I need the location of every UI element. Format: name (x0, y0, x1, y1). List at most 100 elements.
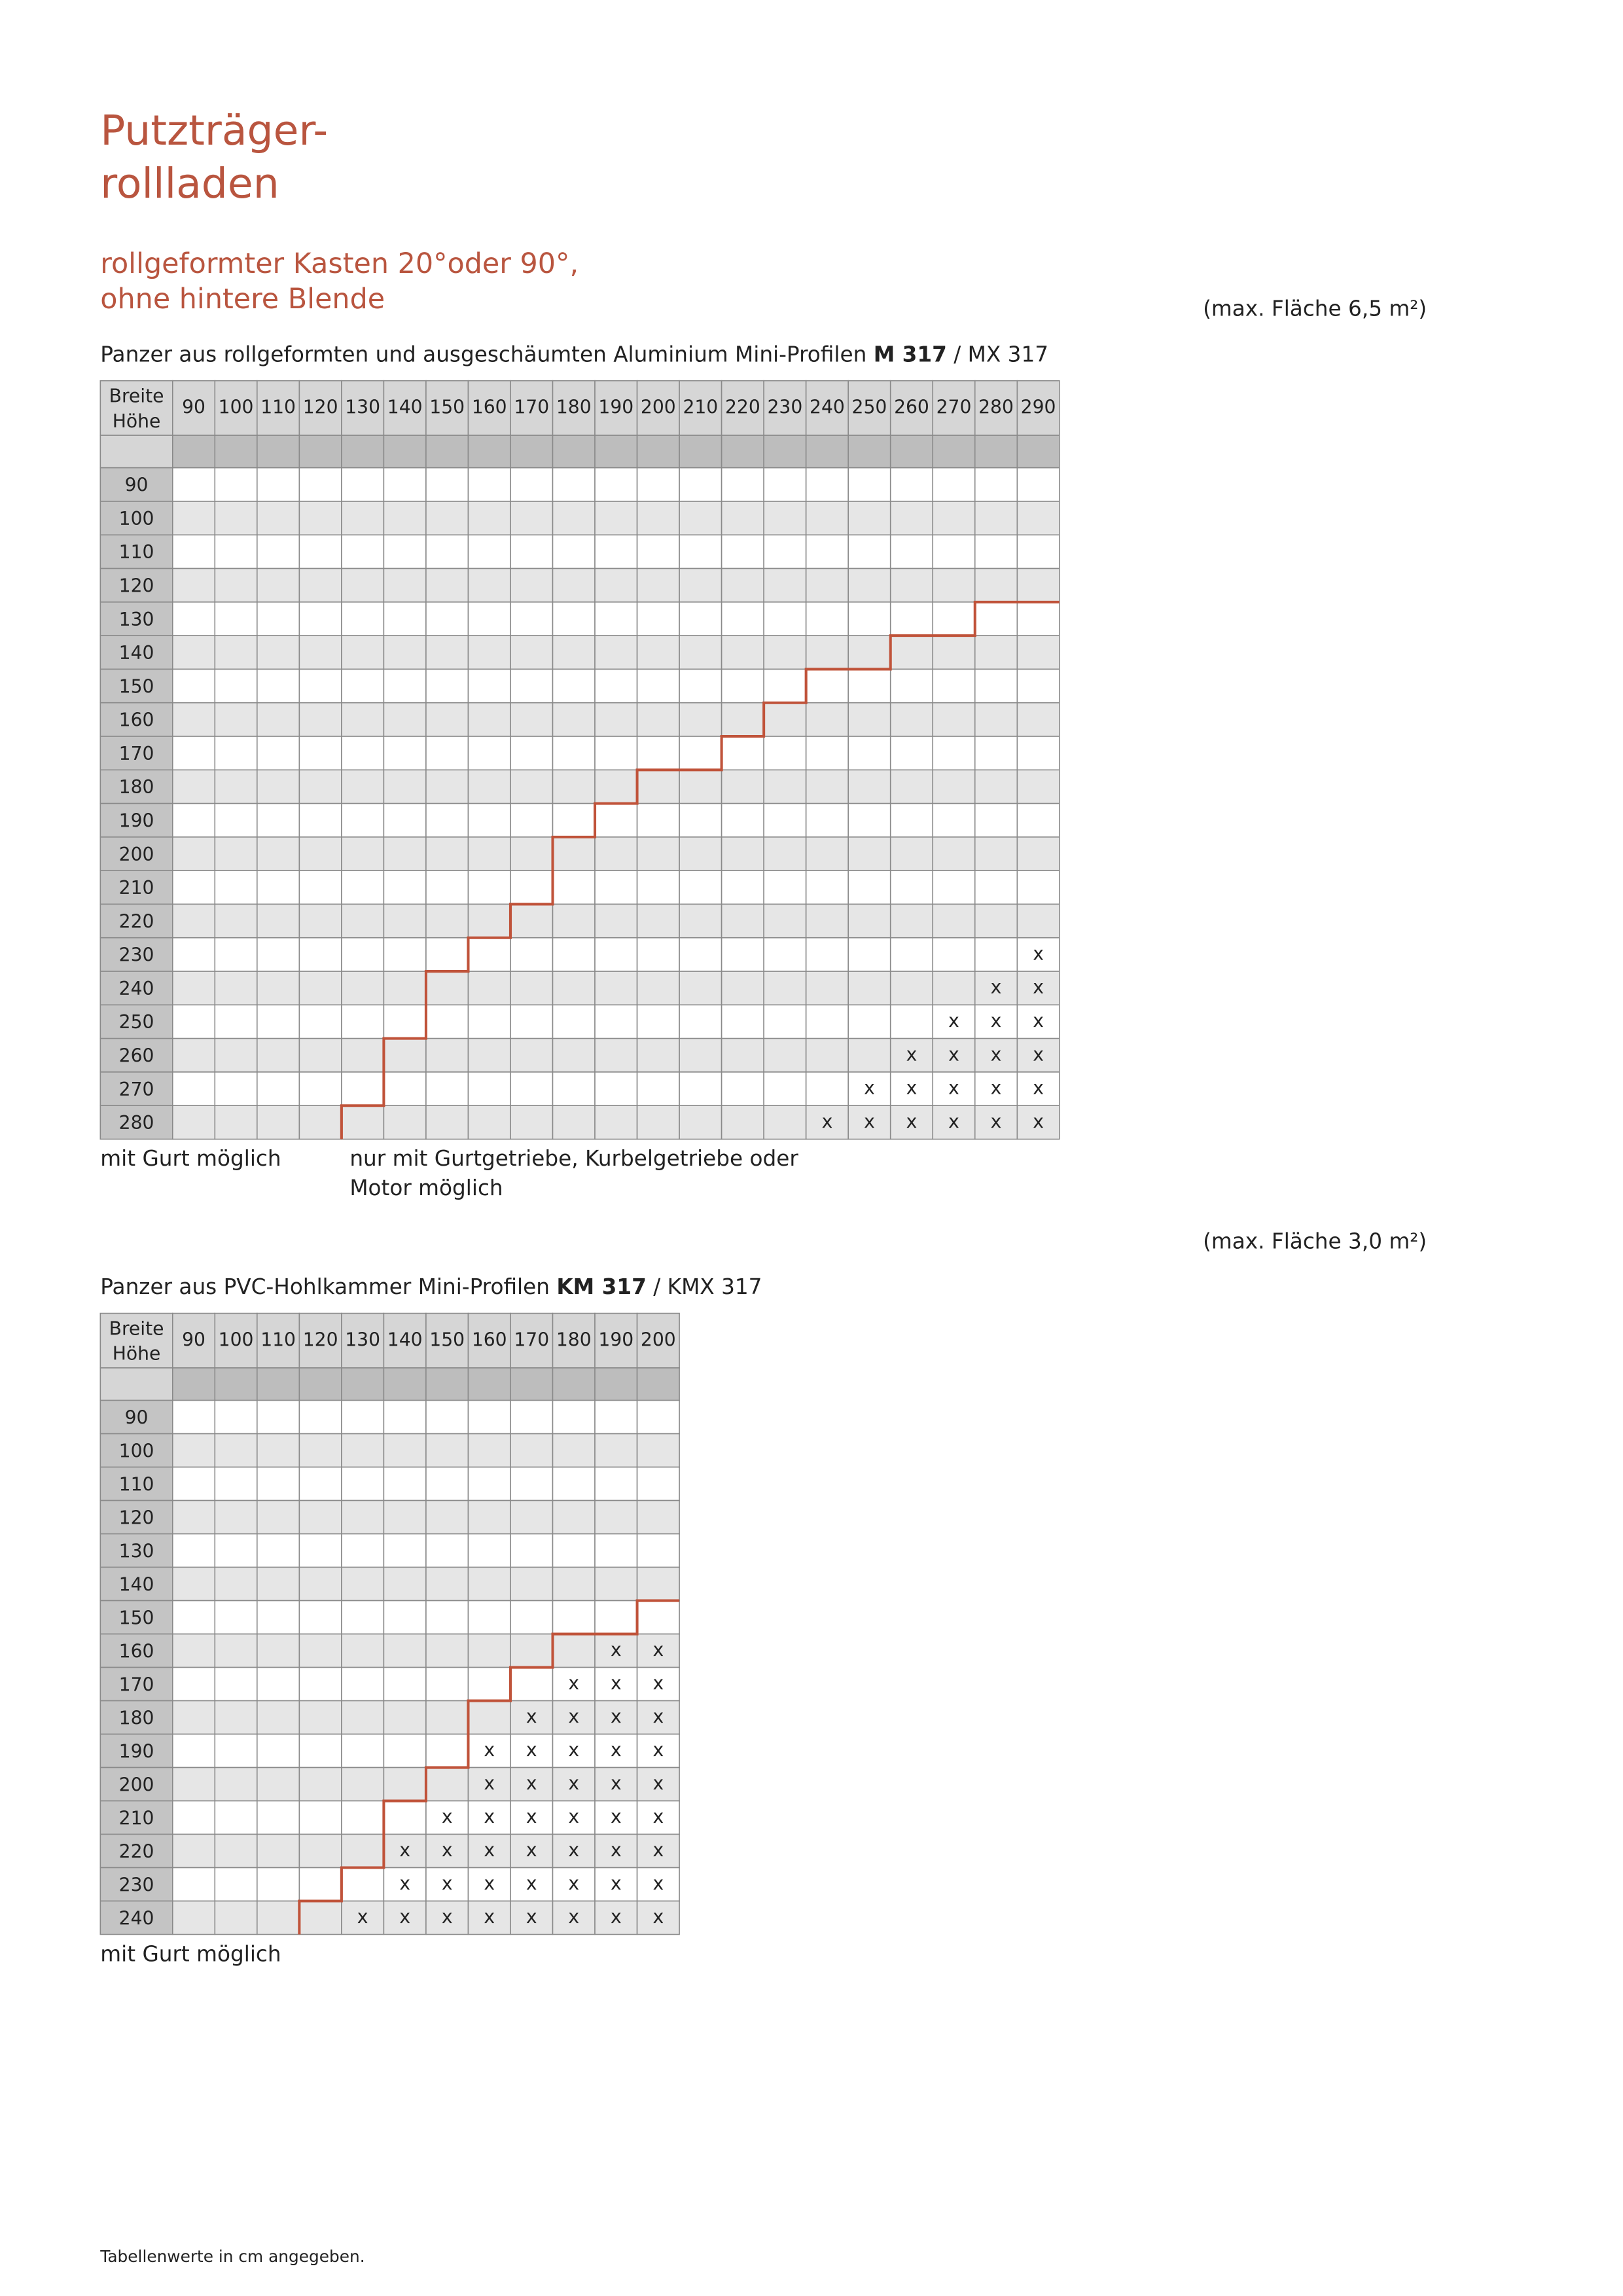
table-cell (383, 1466, 427, 1501)
table-cell (636, 467, 680, 502)
table-cell (932, 736, 976, 771)
table-cell (763, 501, 807, 536)
header-band (425, 435, 469, 469)
table-cell (425, 702, 469, 737)
table-cell (805, 601, 849, 636)
table-cell (171, 1466, 216, 1501)
cell-mark: x (399, 1839, 410, 1861)
table-cell (594, 1533, 638, 1568)
row-label: 180 (119, 776, 154, 798)
table-cell (932, 467, 976, 502)
table-cell (257, 937, 300, 972)
caption-text: Panzer aus rollgeformten und ausgeschäum… (100, 344, 874, 368)
column-header: 200 (641, 396, 676, 418)
cell-mark: x (442, 1906, 453, 1928)
row-label: 260 (119, 1045, 154, 1067)
cell-mark: x (991, 1077, 1002, 1099)
table-cell (383, 1105, 427, 1140)
table-cell (552, 702, 596, 737)
table-cell (1016, 769, 1060, 804)
table-cell (721, 1105, 764, 1140)
row-label-cell (99, 769, 173, 804)
table-cell (847, 1037, 891, 1073)
table-cell (425, 1566, 469, 1602)
table-cell (425, 567, 469, 603)
table-cell (341, 635, 385, 670)
table-cell (552, 1105, 596, 1140)
table-cell (214, 635, 258, 670)
row-label: 160 (119, 1640, 154, 1662)
table-cell (341, 1733, 385, 1768)
table-cell (552, 1466, 596, 1501)
table-cell (552, 1700, 596, 1735)
column-header: 200 (641, 1329, 676, 1350)
table-cell (932, 501, 976, 536)
row-label-cell (99, 802, 173, 838)
header-band (510, 1367, 554, 1401)
cell-mark: x (652, 1639, 664, 1660)
row-label-cell (99, 601, 173, 636)
column-header: 250 (852, 396, 887, 418)
table-cell (805, 567, 849, 603)
header-band (99, 435, 173, 469)
cell-mark: x (526, 1739, 537, 1761)
table-cell (636, 668, 680, 704)
table-cell (636, 769, 680, 804)
table-cell (298, 668, 342, 704)
subtitle: ohne hintere Blende (100, 283, 385, 316)
table-cell (171, 1600, 216, 1635)
table-cell (383, 668, 427, 704)
table-cell (214, 1767, 258, 1802)
table-cell (552, 601, 596, 636)
table-cell (552, 937, 596, 972)
column-header: 210 (683, 396, 718, 418)
header-cell (805, 380, 849, 436)
table-cell (594, 1105, 638, 1140)
table-cell (425, 1105, 469, 1140)
table-cell (298, 1433, 342, 1468)
table-cell (510, 1800, 554, 1835)
row-label: 120 (119, 575, 154, 596)
limit-line (340, 600, 1060, 1139)
table-cell (298, 903, 342, 939)
table-cell (298, 1566, 342, 1602)
table-cell (214, 1533, 258, 1568)
table-cell (974, 836, 1018, 871)
header-band (383, 435, 427, 469)
table-cell (636, 870, 680, 905)
header-cell (257, 1312, 300, 1369)
table-cell (257, 534, 300, 569)
table-cell (552, 870, 596, 905)
row-label-cell (99, 1004, 173, 1039)
row-label-cell (99, 635, 173, 670)
column-header: 170 (514, 1329, 549, 1350)
table-cell (636, 1533, 680, 1568)
table-cell (467, 836, 511, 871)
table-cell (594, 702, 638, 737)
table-cell (383, 903, 427, 939)
row-label: 110 (119, 1473, 154, 1495)
table-cell (636, 1833, 680, 1869)
table-cell (847, 903, 891, 939)
cell-mark: x (652, 1672, 664, 1694)
table-cell (510, 1533, 554, 1568)
table-cell (1016, 601, 1060, 636)
table-cell (636, 836, 680, 871)
table-cell (298, 1867, 342, 1902)
table-cell (341, 1700, 385, 1735)
column-header: 160 (472, 396, 507, 418)
table-cell (467, 1399, 511, 1435)
table-cell (298, 1900, 342, 1935)
table-cell (383, 971, 427, 1006)
table-cell (214, 1733, 258, 1768)
table-cell (721, 702, 764, 737)
table-cell (257, 1900, 300, 1935)
table-cell (805, 937, 849, 972)
cell-mark: x (611, 1772, 622, 1794)
table-cell (341, 1767, 385, 1802)
table-cell (214, 802, 258, 838)
table-cell (763, 769, 807, 804)
table-cell (889, 467, 934, 502)
table-cell (425, 668, 469, 704)
